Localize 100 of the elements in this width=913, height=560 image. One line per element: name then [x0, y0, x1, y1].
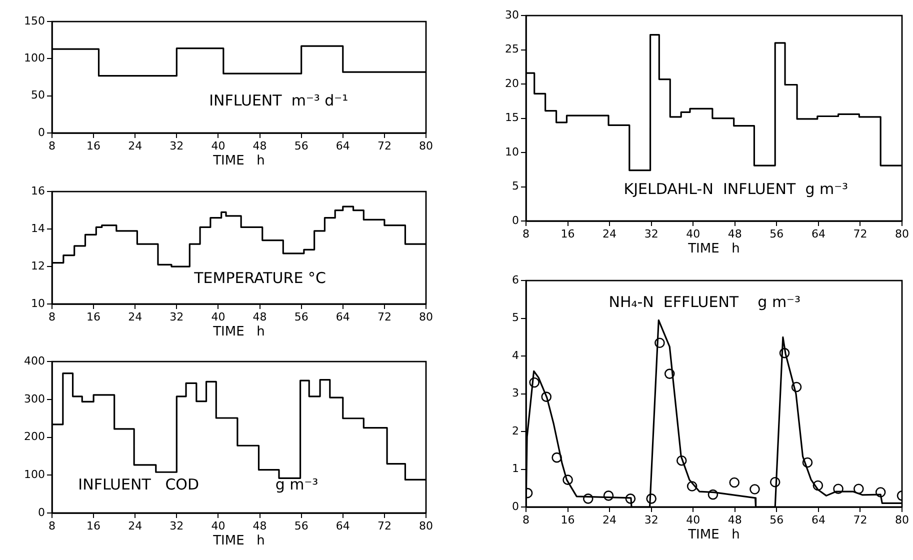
point	[552, 452, 562, 463]
x-tick-label: 56	[294, 519, 308, 532]
x-axis-title: TIME h	[687, 242, 740, 257]
x-tick-label: 16	[86, 310, 101, 324]
x-tick-label: 56	[294, 310, 308, 324]
y-tick-label: 0	[512, 214, 519, 227]
y-tick-label: 20	[505, 76, 519, 90]
point	[562, 474, 573, 485]
x-tick-label: 32	[644, 513, 658, 526]
point	[729, 477, 740, 488]
x-tick-label: 24	[602, 513, 617, 526]
x-tick-label: 72	[853, 513, 868, 526]
x-tick-label: 8	[522, 513, 530, 526]
y-tick-label: 6	[512, 273, 519, 286]
point	[582, 494, 594, 504]
y-tick-label: 12	[31, 259, 45, 272]
x-tick-label: 72	[377, 139, 392, 152]
x-tick-label: 24	[128, 139, 142, 152]
x-tick-label: 40	[686, 513, 700, 526]
x-tick-label: 40	[211, 310, 226, 324]
x-tick-label: 80	[419, 310, 433, 324]
x-tick-label: 16	[86, 519, 101, 532]
text: TEMPERATURE °C	[193, 269, 326, 288]
y-tick-label: 200	[24, 430, 45, 444]
point	[875, 487, 886, 498]
x-tick-label: 8	[48, 519, 56, 532]
x-tick-label: 48	[252, 519, 267, 532]
x-axis-title: TIME h	[212, 534, 265, 549]
x-tick-label: 80	[895, 513, 909, 526]
point	[541, 392, 552, 402]
point	[646, 494, 656, 504]
point	[750, 484, 760, 494]
y-tick-label: 15	[505, 111, 519, 124]
x-tick-label: 24	[128, 519, 142, 532]
x-tick-label: 80	[419, 519, 433, 532]
y-tick-label: 100	[24, 52, 45, 65]
x-tick-label: 8	[522, 227, 530, 240]
point	[708, 489, 718, 500]
point	[854, 484, 864, 494]
y-tick-label: 16	[31, 184, 45, 198]
x-tick-label: 48	[728, 513, 742, 526]
x-tick-label: 40	[211, 139, 226, 152]
x-tick-label: 24	[128, 310, 142, 324]
x-tick-label: 40	[686, 227, 700, 240]
x-tick-label: 80	[419, 139, 433, 152]
x-tick-label: 72	[377, 519, 392, 532]
x-axis-title: TIME h	[212, 154, 265, 169]
point	[802, 457, 813, 468]
x-tick-label: 48	[252, 139, 267, 152]
x-tick-label: 72	[853, 227, 868, 240]
x-tick-label: 32	[170, 139, 184, 152]
y-tick-label: 25	[505, 42, 519, 56]
x-tick-label: 24	[602, 227, 617, 240]
x-tick-label: 32	[644, 227, 658, 240]
x-tick-label: 16	[560, 227, 575, 240]
point	[676, 455, 687, 466]
point	[812, 480, 824, 491]
point	[529, 377, 540, 388]
y-tick-label: 2	[512, 424, 519, 438]
y-tick-label: 5	[512, 180, 519, 193]
x-tick-label: 64	[336, 310, 350, 324]
point	[603, 490, 614, 501]
point	[686, 481, 698, 492]
x-tick-label: 64	[811, 513, 826, 526]
y-tick-label: 10	[505, 145, 519, 158]
y-tick-label: 50	[31, 88, 45, 102]
y-tick-label: 30	[505, 8, 519, 22]
point	[779, 348, 790, 358]
y-tick-label: 10	[31, 296, 45, 310]
x-axis-title: TIME h	[212, 324, 265, 340]
point	[654, 338, 665, 348]
x-tick-label: 8	[48, 310, 56, 324]
text: KJELDAHL-N INFLUENT g m⁻³	[624, 180, 848, 198]
y-tick-label: 150	[24, 14, 45, 28]
x-tick-label: 80	[895, 227, 909, 240]
text: INFLUENT m⁻³ d⁻¹	[209, 92, 348, 110]
y-tick-label: 1	[512, 462, 519, 476]
x-tick-label: 56	[770, 513, 784, 526]
point	[791, 382, 802, 392]
x-tick-label: 48	[728, 227, 742, 240]
y-tick-label: 100	[24, 468, 45, 482]
x-tick-label: 32	[170, 310, 184, 324]
x-tick-label: 56	[770, 227, 784, 240]
x-tick-label: 32	[170, 519, 184, 532]
x-axis-title: TIME h	[687, 528, 740, 543]
x-tick-label: 48	[252, 310, 267, 324]
x-tick-label: 72	[377, 310, 392, 324]
y-tick-label: 400	[24, 354, 45, 368]
point	[770, 476, 780, 488]
x-tick-label: 56	[294, 139, 308, 152]
x-tick-label: 64	[336, 519, 350, 532]
point	[625, 494, 636, 504]
y-tick-label: 300	[24, 392, 45, 406]
y-tick-label: 4	[512, 348, 519, 362]
y-tick-label: 0	[38, 506, 45, 519]
x-tick-label: 8	[48, 139, 56, 152]
x-tick-label: 64	[811, 227, 826, 240]
y-tick-label: 14	[31, 222, 45, 235]
point	[664, 368, 675, 379]
point	[833, 484, 844, 494]
